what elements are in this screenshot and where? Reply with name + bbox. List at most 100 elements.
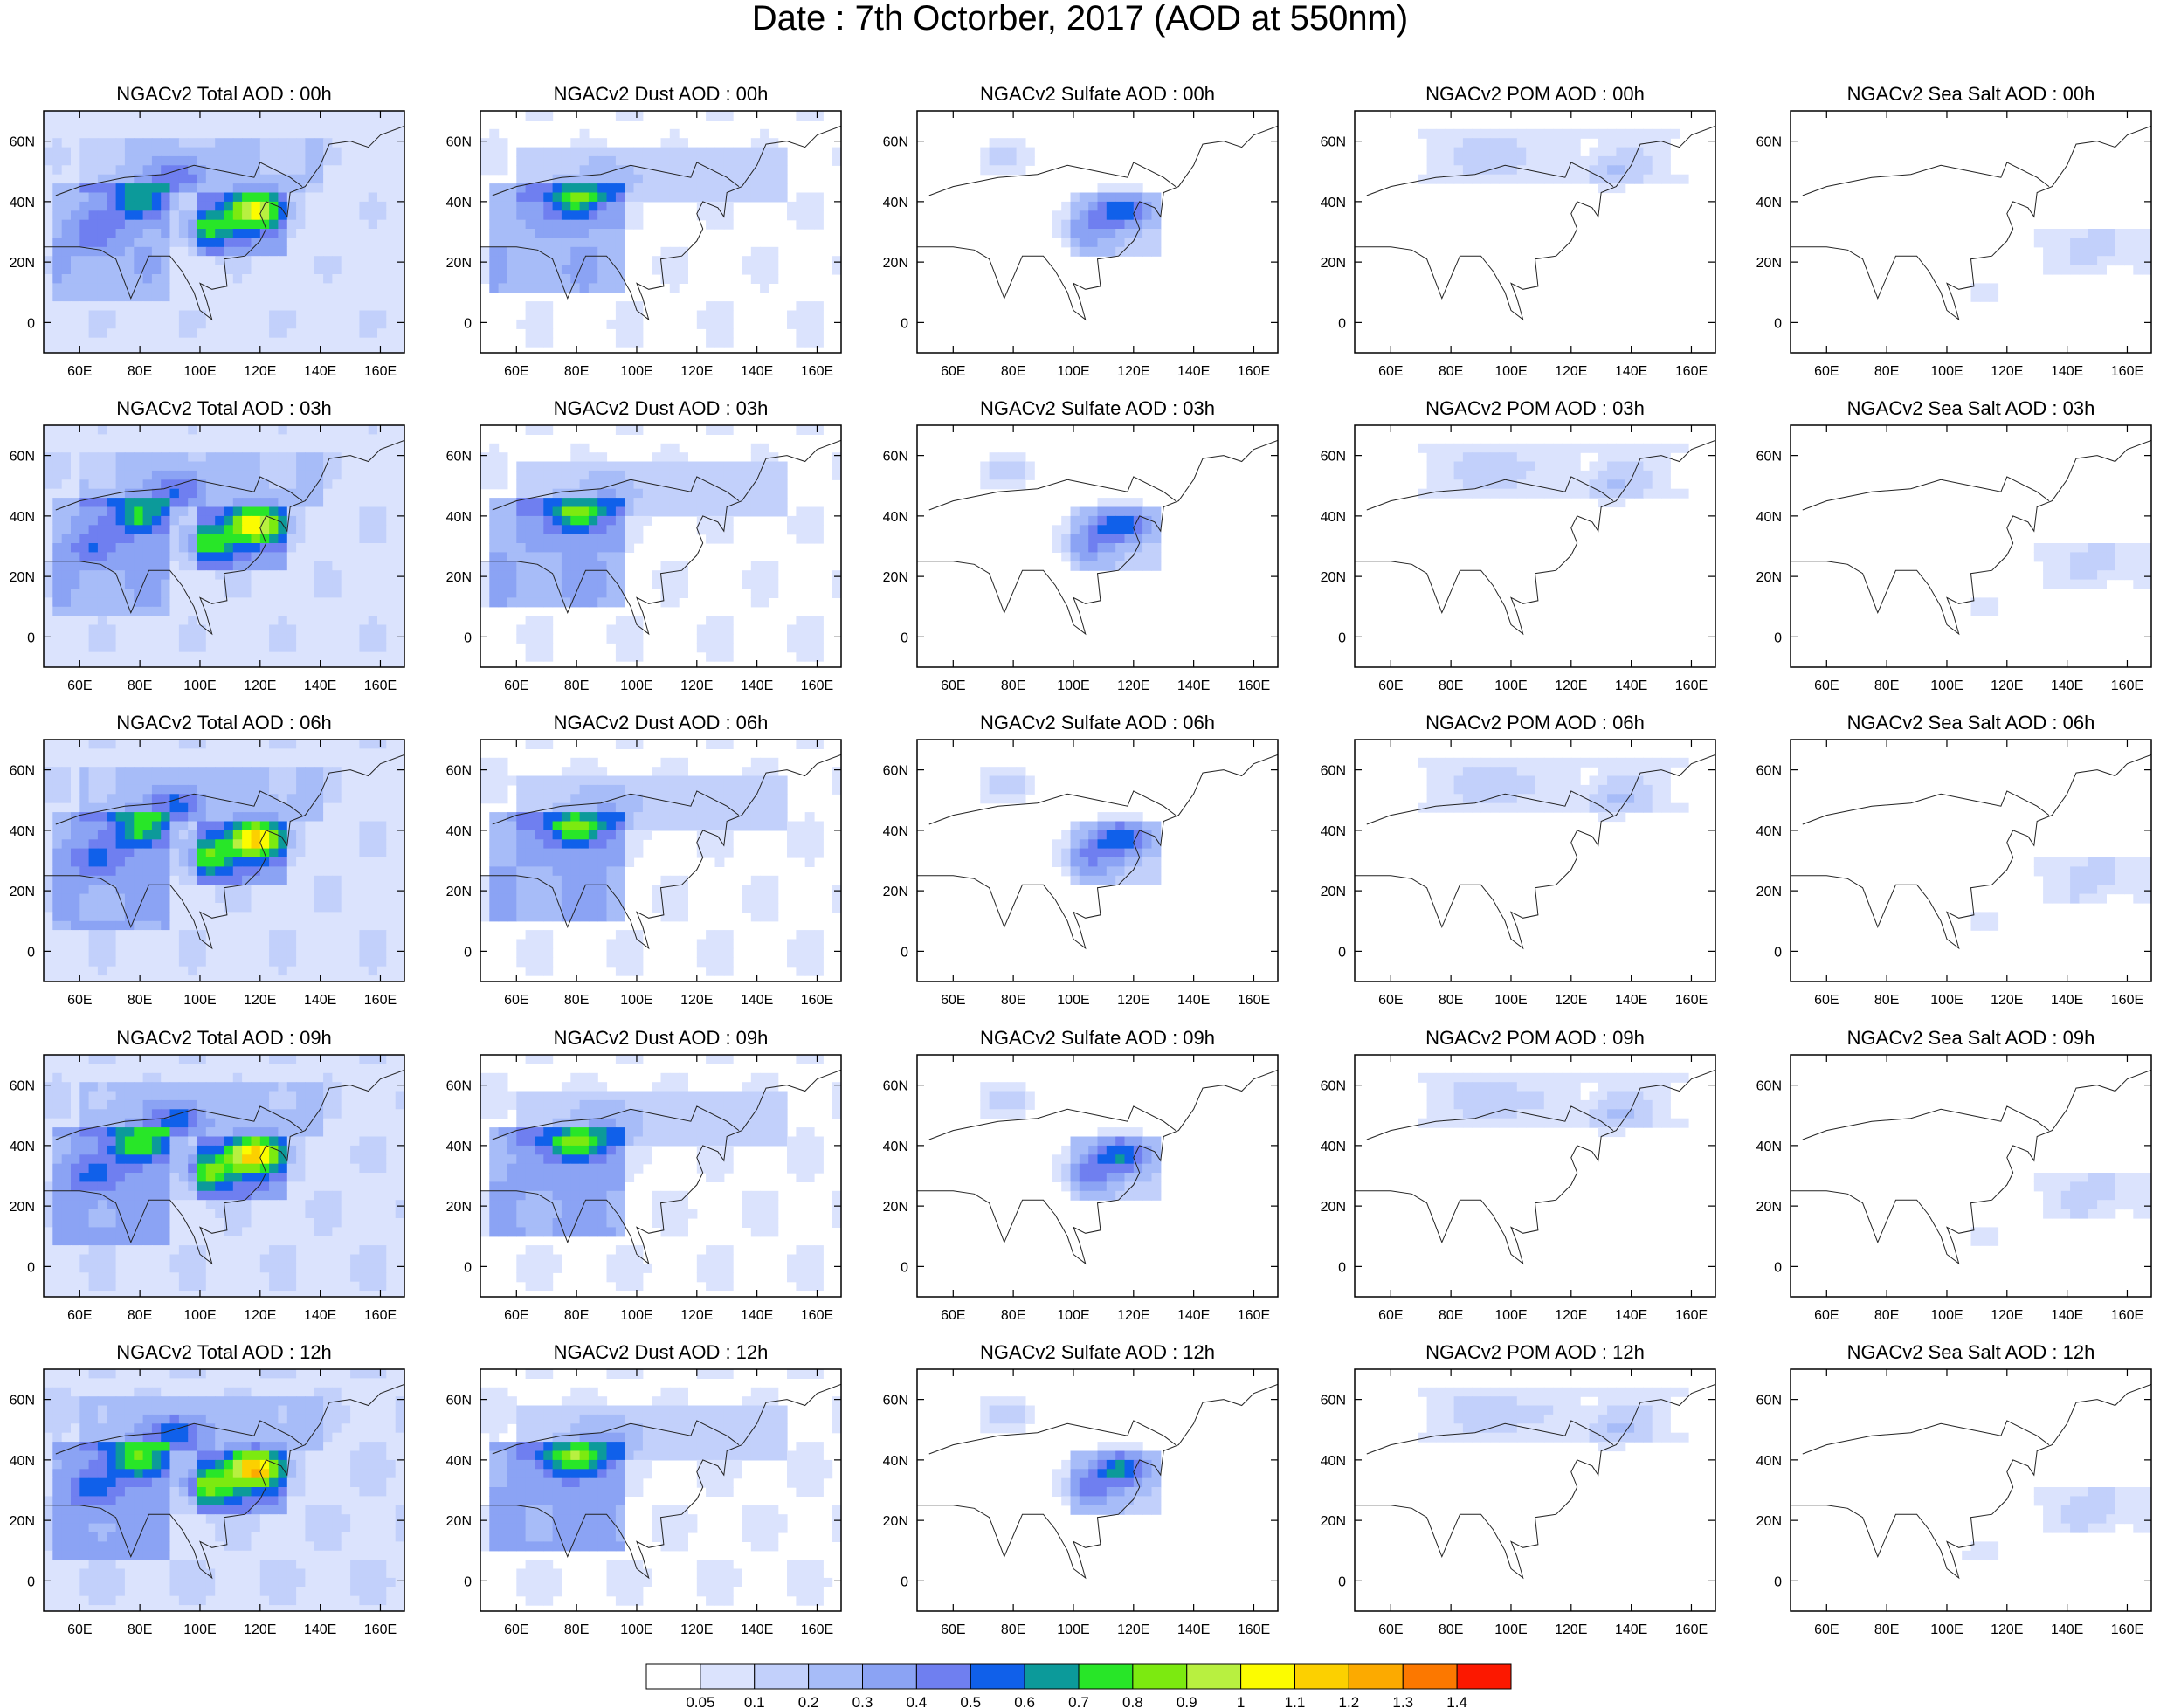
aod-cell: [597, 246, 608, 257]
aod-cell: [535, 201, 544, 211]
aod-cell: [625, 534, 635, 544]
x-tick-label: 60E: [1378, 364, 1403, 379]
aod-cell: [377, 274, 387, 284]
aod-cell: [314, 443, 324, 453]
aod-cell: [1634, 461, 1644, 472]
aod-cell: [395, 229, 404, 238]
aod-cell: [286, 633, 297, 644]
aod-cell: [535, 579, 544, 589]
aod-cell: [142, 256, 153, 266]
aod-cell: [1625, 138, 1635, 148]
aod-cell: [525, 579, 535, 589]
aod-cell: [516, 561, 527, 571]
aod-cell: [1462, 452, 1473, 463]
aod-cell: [286, 229, 297, 238]
aod-cell: [1616, 498, 1626, 508]
aod-cell: [259, 802, 270, 813]
aod-cell: [44, 624, 53, 635]
aod-cell: [205, 857, 216, 867]
aod-cell: [242, 589, 252, 598]
aod-cell: [733, 192, 742, 203]
aod-cell: [525, 301, 535, 312]
aod-cell: [341, 794, 351, 804]
aod-cell: [368, 830, 378, 840]
aod-cell: [188, 292, 198, 302]
aod-cell: [386, 767, 397, 777]
aod-cell: [642, 515, 652, 526]
aod-cell: [286, 857, 297, 867]
aod-cell: [124, 812, 135, 823]
y-tick-label: 40N: [446, 510, 472, 525]
aod-cell: [597, 256, 608, 266]
aod-cell: [796, 219, 806, 230]
aod-cell: [124, 802, 135, 813]
aod-cell: [224, 606, 234, 616]
aod-cell: [205, 292, 216, 302]
aod-cell: [205, 875, 216, 885]
aod-cell: [296, 570, 306, 581]
aod-cell: [115, 210, 126, 221]
aod-cell: [377, 624, 387, 635]
aod-cell: [71, 767, 80, 777]
aod-cell: [669, 138, 680, 148]
aod-cell: [107, 740, 117, 749]
aod-cell: [296, 606, 306, 616]
y-tick-label: 0: [27, 630, 35, 645]
aod-cell: [161, 757, 171, 768]
aod-cell: [44, 802, 53, 813]
aod-cell: [169, 661, 180, 667]
aod-cell: [332, 748, 342, 759]
aod-cell: [1535, 488, 1545, 499]
aod-cell: [579, 219, 590, 230]
x-tick-label: 100E: [1494, 678, 1527, 693]
aod-cell: [1625, 479, 1635, 490]
aod-cell: [323, 812, 333, 823]
aod-cell: [178, 319, 189, 329]
aod-cell: [2142, 561, 2151, 571]
aod-cell: [359, 265, 369, 275]
aod-cell: [215, 757, 225, 768]
aod-cell: [232, 192, 243, 203]
aod-cell: [259, 256, 270, 266]
aod-cell: [642, 470, 652, 480]
aod-cell: [2115, 238, 2125, 248]
aod-cell: [742, 265, 752, 275]
aod-cell: [733, 470, 742, 480]
aod-cell: [489, 256, 500, 266]
panel-title: NGACv2 POM AOD : 03h: [1425, 397, 1645, 419]
aod-cell: [224, 138, 234, 148]
aod-cell: [151, 283, 162, 293]
aod-cell: [296, 579, 306, 589]
aod-cell: [588, 138, 598, 148]
aod-cell: [395, 784, 404, 795]
aod-cell: [52, 579, 63, 589]
aod-cell: [215, 138, 225, 148]
aod-cell: [1499, 470, 1509, 480]
aod-cell: [498, 479, 508, 490]
aod-cell: [1516, 470, 1527, 480]
aod-cell: [377, 246, 387, 257]
aod-cell: [633, 301, 644, 312]
panel-title: NGACv2 Sulfate AOD : 03h: [980, 397, 1215, 419]
aod-cell: [197, 434, 207, 444]
aod-cell: [1543, 488, 1554, 499]
aod-cell: [197, 616, 207, 626]
aod-cell: [269, 337, 279, 348]
aod-cell: [88, 452, 99, 463]
aod-cell: [278, 821, 288, 831]
aod-cell: [350, 534, 360, 544]
aod-cell: [2142, 579, 2151, 589]
aod-cell: [552, 479, 562, 490]
aod-cell: [2097, 552, 2107, 562]
aod-cell: [151, 633, 162, 644]
aod-cell: [161, 848, 171, 858]
aod-cell: [606, 165, 617, 176]
aod-cell: [368, 192, 378, 203]
aod-cell: [61, 443, 72, 453]
aod-cell: [286, 425, 297, 435]
aod-cell: [615, 229, 625, 238]
aod-cell: [359, 174, 369, 184]
aod-cell: [804, 319, 815, 329]
aod-cell: [71, 857, 80, 867]
aod-cell: [507, 561, 517, 571]
